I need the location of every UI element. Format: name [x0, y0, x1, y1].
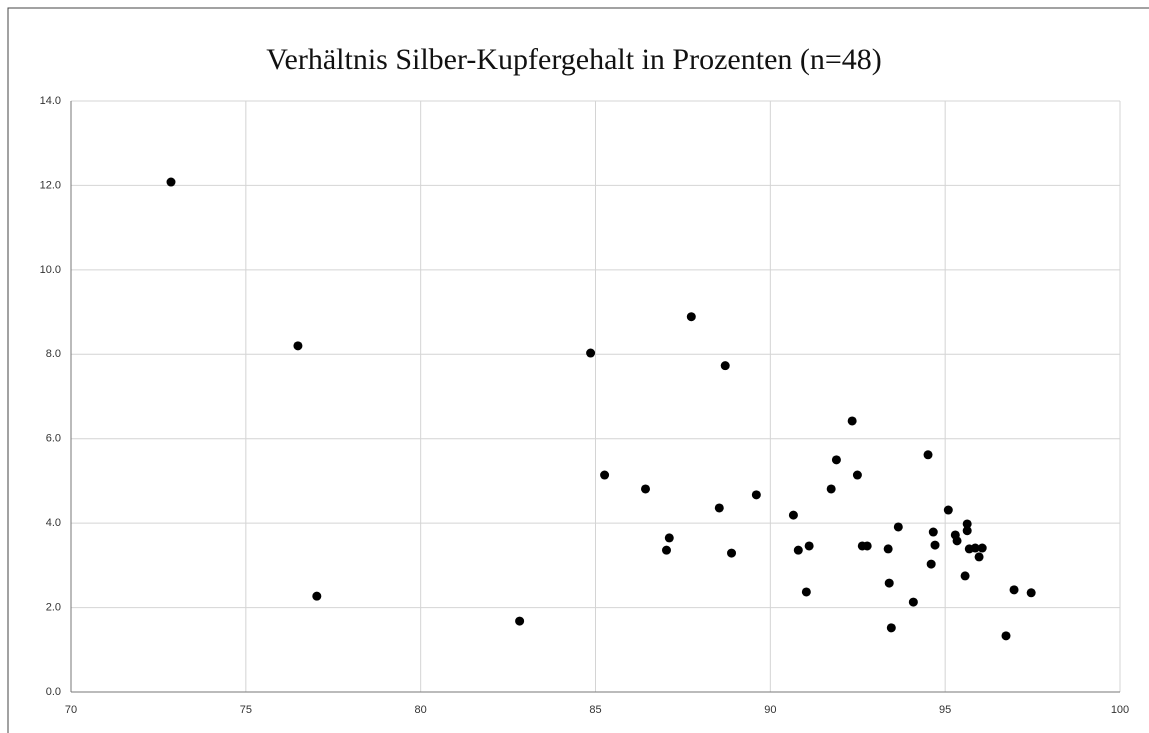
point — [884, 578, 894, 588]
point — [788, 510, 798, 520]
point — [586, 348, 596, 358]
y-tick-label: 0.0 — [46, 686, 61, 698]
x-tick-label: 80 — [415, 704, 427, 716]
y-tick-label: 4.0 — [46, 517, 61, 529]
chart-title: Verhältnis Silber-Kupfergehalt in Prozen… — [266, 43, 882, 76]
x-tick-label: 95 — [939, 704, 951, 716]
x-tick-label: 90 — [764, 704, 776, 716]
y-tick-label: 14.0 — [40, 95, 61, 107]
x-tick-label: 70 — [65, 704, 77, 716]
point — [930, 540, 940, 550]
x-tick-label: 75 — [240, 704, 252, 716]
point — [804, 541, 814, 551]
point — [751, 490, 761, 500]
point — [714, 503, 724, 513]
point — [720, 361, 730, 371]
point — [727, 548, 737, 558]
point — [831, 455, 841, 465]
point — [952, 536, 962, 546]
point — [977, 543, 987, 553]
point — [1009, 585, 1019, 595]
point — [908, 597, 918, 607]
point — [515, 616, 525, 626]
point — [641, 484, 651, 494]
point — [312, 591, 322, 601]
y-tick-label: 8.0 — [46, 348, 61, 360]
point — [943, 505, 953, 515]
point — [600, 470, 610, 480]
y-tick-label: 10.0 — [40, 264, 61, 276]
point — [801, 587, 811, 597]
point — [793, 545, 803, 555]
point — [962, 526, 972, 536]
point — [664, 533, 674, 543]
point — [166, 177, 176, 187]
point — [293, 341, 303, 351]
point — [1026, 588, 1036, 598]
point — [1001, 631, 1011, 641]
point — [926, 559, 936, 569]
point — [686, 312, 696, 322]
point — [862, 541, 872, 551]
point — [974, 552, 984, 562]
x-tick-label: 85 — [589, 704, 601, 716]
point — [962, 519, 972, 529]
y-tick-label: 6.0 — [46, 433, 61, 445]
point — [893, 522, 903, 532]
point — [886, 623, 896, 633]
point — [970, 543, 980, 553]
point — [661, 545, 671, 555]
chart-frame — [7, 7, 1149, 733]
point — [928, 527, 938, 537]
y-tick-label: 2.0 — [46, 601, 61, 613]
y-tick-label: 12.0 — [40, 179, 61, 191]
point — [960, 571, 970, 581]
point — [852, 470, 862, 480]
point — [923, 450, 933, 460]
point — [883, 544, 893, 554]
point — [826, 484, 836, 494]
x-tick-label: 100 — [1111, 704, 1129, 716]
point — [847, 416, 857, 426]
